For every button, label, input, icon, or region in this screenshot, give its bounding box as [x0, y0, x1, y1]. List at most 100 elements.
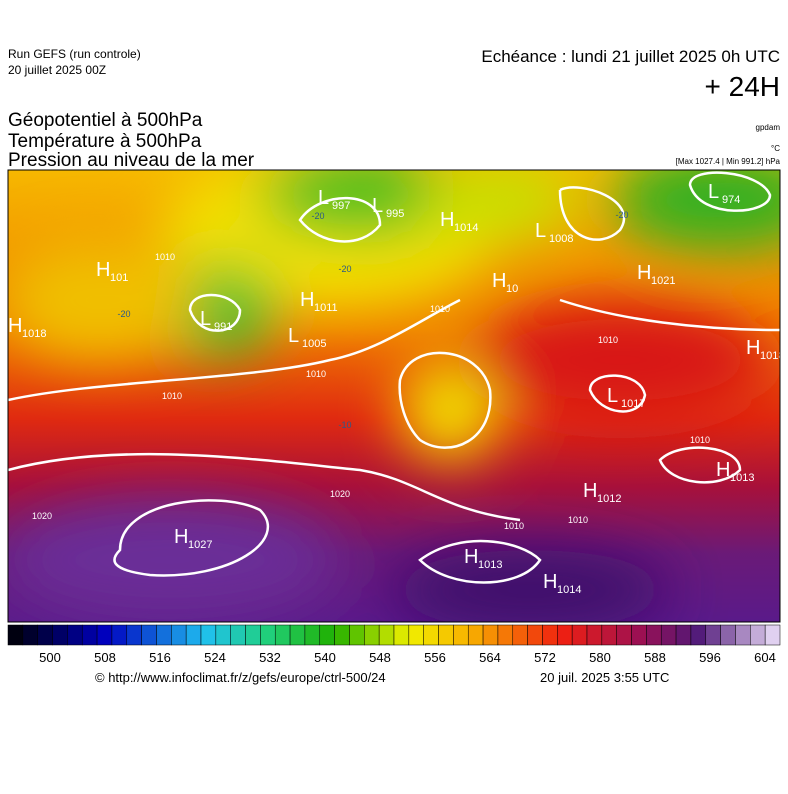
- pressure-value: 1014: [557, 584, 581, 596]
- colorbar-tick-label: 500: [39, 650, 61, 665]
- title: Géopotentiel à 500hPa: [8, 110, 203, 131]
- pressure-value: 1012: [597, 493, 621, 505]
- colorbar-swatch: [720, 624, 736, 646]
- colorbar-swatch: [438, 624, 454, 646]
- pressure-type: H: [174, 526, 188, 548]
- colorbar-tick-label: 508: [94, 650, 116, 665]
- isobar-label: 1010: [155, 252, 175, 262]
- colorbar-tick-label: 548: [369, 650, 391, 665]
- colorbar-swatch: [230, 624, 246, 646]
- isobar-label: 1010: [430, 304, 450, 314]
- temperature-label: -20: [615, 210, 628, 220]
- colorbar-swatch: [586, 624, 603, 646]
- temperature-label: -20: [117, 309, 130, 319]
- colorbar-swatch: [200, 624, 217, 646]
- colorbar: 500 508 516 524 532 540 548 556 564 572 580 588 596 6…: [7, 624, 781, 665]
- colorbar-swatch: [660, 624, 677, 646]
- colorbar-swatch: [349, 624, 365, 646]
- colorbar-swatch: [512, 624, 528, 646]
- pressure-type: L: [535, 220, 546, 242]
- pressure-type: H: [464, 546, 478, 568]
- colorbar-swatch: [260, 624, 276, 646]
- pressure-value: 10: [506, 283, 518, 295]
- pressure-type: L: [372, 195, 383, 217]
- pressure-value: 1018: [22, 328, 46, 340]
- colorbar-swatch: [67, 624, 83, 646]
- pressure-type: H: [96, 259, 110, 281]
- isobar-label: 1010: [306, 369, 326, 379]
- unit: [Max 1027.4 | Min 991.2] hPa: [676, 157, 781, 166]
- colorbar-swatch: [185, 624, 202, 646]
- pressure-value: 991: [214, 321, 232, 333]
- lead-time: + 24H: [705, 71, 781, 102]
- pressure-value: 995: [386, 208, 404, 220]
- pressure-value: 1008: [549, 233, 573, 245]
- pressure-value: 1027: [188, 539, 212, 551]
- pressure-type: H: [492, 270, 506, 292]
- colorbar-tick-label: 524: [204, 650, 226, 665]
- colorbar-swatch: [646, 624, 662, 646]
- pressure-type: L: [200, 308, 211, 330]
- colorbar-swatch: [482, 624, 499, 646]
- pressure-type: H: [440, 209, 454, 231]
- isobar-label: 1010: [504, 521, 524, 531]
- pressure-type: L: [288, 325, 299, 347]
- colorbar-swatch: [22, 624, 38, 646]
- colorbar-tick-label: 532: [259, 650, 281, 665]
- colorbar-swatch: [334, 624, 350, 646]
- colorbar-swatch: [364, 624, 380, 646]
- pressure-type: H: [746, 337, 760, 359]
- pressure-value: 1005: [302, 338, 326, 350]
- run-date: 20 juillet 2025 00Z: [8, 63, 106, 77]
- pressure-type: H: [543, 571, 557, 593]
- pressure-type: L: [318, 187, 329, 209]
- run: Run GEFS (run controle): [8, 47, 141, 61]
- colorbar-tick-label: 596: [699, 650, 721, 665]
- colorbar-swatch: [245, 624, 261, 646]
- title: Température à 500hPa: [8, 131, 202, 152]
- colorbar-tick-label: 556: [424, 650, 446, 665]
- colorbar-swatch: [408, 624, 424, 646]
- colorbar-swatch: [690, 624, 707, 646]
- colorbar-swatch: [52, 624, 68, 646]
- pressure-value: 1013: [478, 559, 502, 571]
- valid-time: Echéance : lundi 21 juillet 2025 0h UTC: [481, 47, 780, 66]
- colorbar-swatch: [171, 624, 187, 646]
- colorbar-tick-label: 540: [314, 650, 336, 665]
- colorbar-swatch: [7, 624, 24, 646]
- colorbar-swatch: [735, 624, 751, 646]
- colorbar-swatch: [304, 624, 321, 646]
- temperature-label: -20: [311, 211, 324, 221]
- colorbar-tick-label: 516: [149, 650, 171, 665]
- colorbar-tick-label: 588: [644, 650, 666, 665]
- colorbar-swatch: [126, 624, 142, 646]
- isobar-label: 1010: [690, 435, 710, 445]
- colorbar-swatch: [81, 624, 98, 646]
- colorbar-swatch: [527, 624, 543, 646]
- colorbar-swatch: [141, 624, 157, 646]
- pressure-type: H: [716, 459, 730, 481]
- pressure-type: H: [8, 315, 22, 337]
- isobars: [8, 171, 780, 584]
- pressure-type: H: [300, 289, 314, 311]
- colorbar-swatch: [378, 624, 395, 646]
- title: Pression au niveau de la mer: [8, 150, 255, 171]
- colorbar-swatch: [393, 624, 410, 646]
- colorbar-swatch: [423, 624, 439, 646]
- pressure-value: 974: [722, 194, 740, 206]
- colorbar-swatch: [675, 624, 692, 646]
- colorbar-tick-label: 572: [534, 650, 556, 665]
- colorbar-swatch: [96, 624, 113, 646]
- colorbar-tick-label: 604: [754, 650, 776, 665]
- colorbar-swatch: [542, 624, 558, 646]
- pressure-value: 1013: [730, 472, 754, 484]
- colorbar-swatch: [453, 624, 469, 646]
- colorbar-swatch: [631, 624, 647, 646]
- field-blobs: [8, 170, 780, 622]
- colorbar-swatch: [274, 624, 291, 646]
- temperature-label: -20: [338, 264, 351, 274]
- pressure-type: L: [708, 181, 719, 203]
